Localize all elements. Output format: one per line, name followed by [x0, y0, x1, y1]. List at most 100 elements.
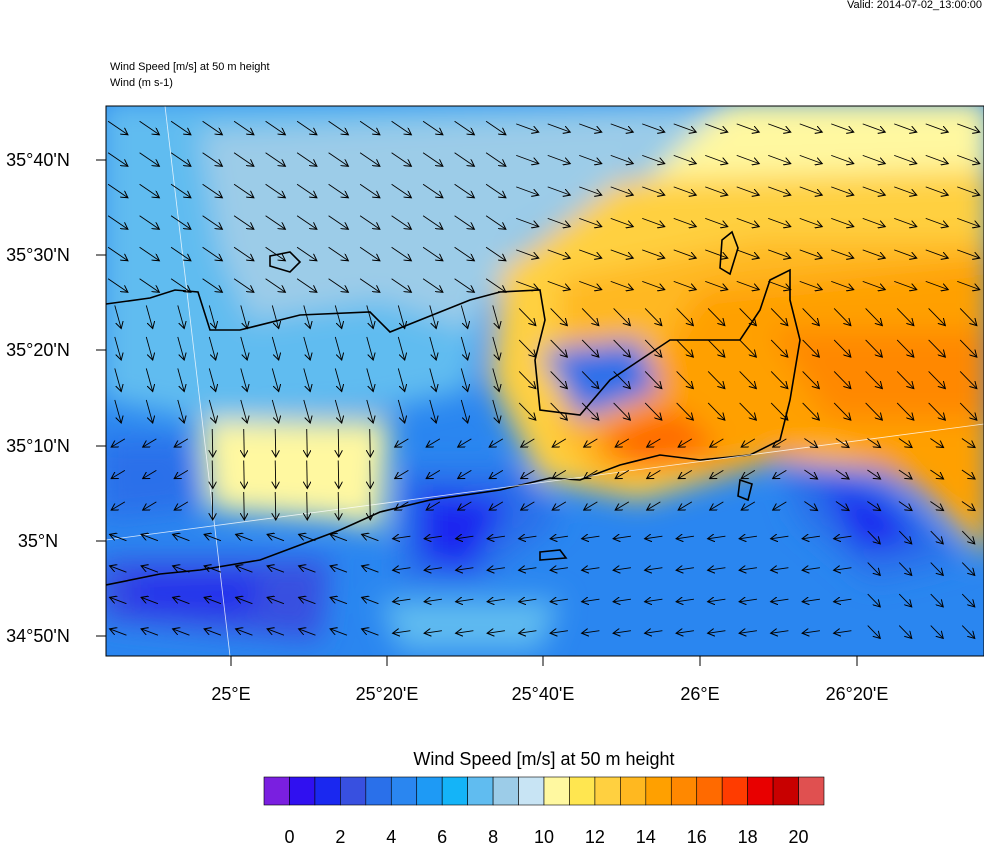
- wind-arrow: [212, 460, 213, 489]
- wind-arrow: [202, 152, 223, 167]
- wind-arrow: [236, 566, 253, 573]
- wind-arrow: [271, 368, 278, 391]
- wind-arrow: [613, 371, 631, 388]
- wind-arrow: [208, 368, 215, 391]
- wind-arrow: [265, 183, 286, 198]
- wind-arrow: [456, 536, 474, 539]
- wind-arrow: [898, 593, 912, 607]
- wind-arrow: [770, 308, 788, 325]
- wind-arrow: [896, 371, 914, 388]
- wind-arrow: [862, 154, 886, 163]
- wind-arrow: [707, 308, 725, 325]
- wind-arrow: [114, 336, 121, 360]
- wind-arrow: [170, 246, 191, 261]
- wind-arrow: [429, 368, 436, 391]
- wind-arrow: [296, 183, 317, 198]
- wind-arrow: [111, 438, 126, 447]
- colorbar-swatch: [492, 776, 519, 806]
- colorbar-swatch: [390, 776, 418, 806]
- wind-arrow: [834, 599, 852, 602]
- wind-arrow: [802, 631, 820, 634]
- wind-arrow: [582, 631, 600, 634]
- lon-label: 25°20'E: [356, 684, 419, 704]
- colorbar-tick-label: 4: [386, 827, 396, 845]
- wind-arrow: [739, 536, 757, 539]
- wind-arrow: [898, 562, 912, 576]
- wind-arrow: [642, 186, 665, 195]
- lon-label: 25°40'E: [512, 684, 575, 704]
- wind-arrow: [957, 123, 980, 132]
- colorbar-tick-label: 20: [789, 827, 809, 845]
- wind-arrow: [141, 629, 159, 636]
- wind-arrow: [397, 368, 404, 391]
- wind-arrow: [458, 438, 472, 447]
- wind-arrow: [865, 339, 883, 357]
- wind-arrow: [424, 631, 442, 634]
- wind-arrow: [139, 152, 160, 167]
- wind-arrow: [804, 469, 817, 479]
- wind-arrow: [613, 631, 631, 634]
- wind-arrow: [708, 599, 726, 602]
- wind-arrow: [114, 368, 121, 391]
- wind-arrow: [391, 215, 412, 230]
- wind-arrow: [613, 536, 631, 539]
- wind-arrow: [615, 469, 630, 478]
- colorbar-tick-label: 0: [284, 827, 294, 845]
- wind-arrow: [705, 280, 728, 289]
- wind-arrow: [799, 154, 823, 163]
- wind-arrow: [833, 308, 851, 325]
- wind-arrow: [547, 123, 571, 132]
- wind-arrow: [299, 629, 316, 636]
- wind-arrow: [610, 186, 634, 195]
- wind-arrow: [610, 154, 634, 163]
- wind-arrow: [865, 402, 883, 420]
- wind-arrow: [454, 246, 475, 261]
- wind-arrow: [799, 249, 823, 258]
- colorbar-tick-label: 18: [738, 827, 758, 845]
- wind-arrow: [233, 215, 254, 230]
- wind-arrow: [204, 566, 222, 573]
- wind-arrow: [613, 402, 631, 420]
- wind-arrow: [898, 501, 912, 510]
- colorbar-swatch: [747, 776, 774, 806]
- wind-arrow: [338, 428, 339, 457]
- wind-arrow: [831, 123, 854, 132]
- wind-arrow: [454, 152, 475, 167]
- graticule: [106, 106, 984, 656]
- wind-arrow: [422, 183, 443, 198]
- wind-arrow: [328, 246, 349, 261]
- colorbar-swatch: [696, 776, 723, 806]
- wind-arrow: [370, 460, 371, 489]
- wind-arrow: [393, 536, 411, 539]
- wind-arrows: [107, 120, 980, 638]
- wind-arrow: [707, 371, 725, 388]
- wind-arrow: [366, 399, 373, 423]
- wind-arrow: [739, 402, 757, 420]
- wind-arrow: [519, 631, 537, 634]
- wind-arrow: [338, 491, 339, 520]
- wind-arrow: [139, 183, 160, 198]
- wind-arrow: [582, 568, 600, 571]
- wind-arrow: [141, 597, 159, 605]
- wind-arrow: [644, 402, 662, 420]
- wind-arrow: [802, 339, 820, 357]
- wind-arrow: [492, 368, 499, 391]
- wind-arrow: [961, 469, 975, 479]
- wind-arrow: [707, 339, 725, 357]
- wind-arrow: [424, 536, 442, 539]
- wind-arrow: [208, 399, 215, 423]
- wind-arrow: [454, 278, 475, 293]
- wind-arrow: [550, 402, 568, 420]
- lon-label: 26°20'E: [826, 684, 889, 704]
- wind-arrow: [867, 530, 881, 544]
- wind-arrow: [961, 593, 975, 607]
- wind-arrow: [521, 469, 535, 478]
- wind-arrow: [422, 120, 443, 135]
- wind-arrow: [265, 215, 286, 230]
- wind-arrow: [673, 154, 697, 163]
- wind-arrow: [485, 246, 506, 261]
- wind-arrow: [518, 402, 536, 420]
- lat-label: 35°10'N: [6, 436, 70, 456]
- colorbar-swatch: [543, 776, 570, 806]
- wind-arrow: [397, 305, 404, 328]
